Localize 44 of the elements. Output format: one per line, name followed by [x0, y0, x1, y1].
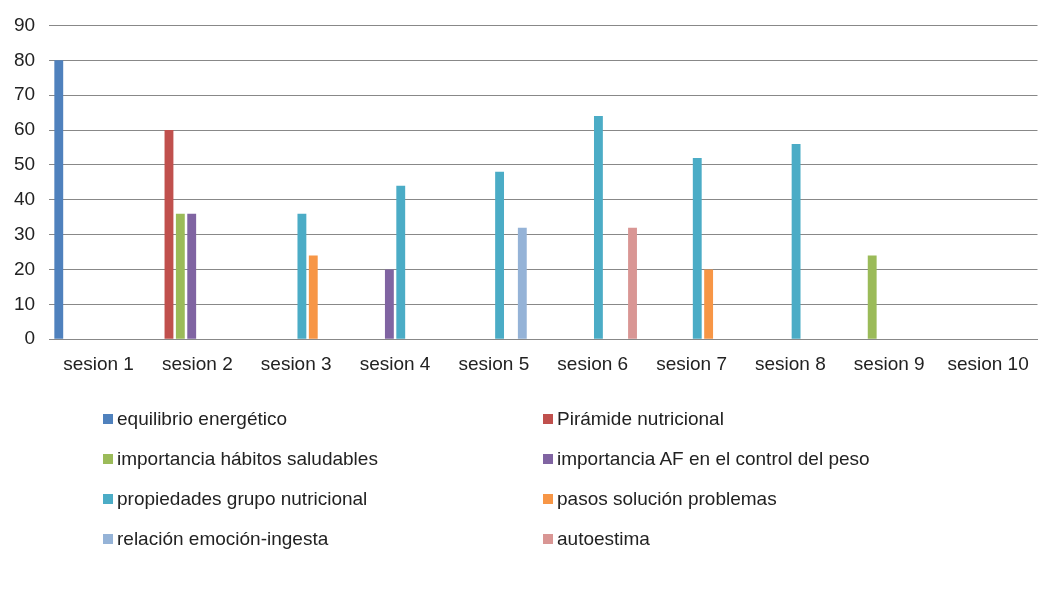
legend-label: importancia AF en el control del peso: [557, 448, 870, 470]
x-tick-label: sesion 5: [458, 352, 530, 374]
x-tick-label: sesion 3: [260, 352, 332, 374]
bar: [495, 171, 505, 339]
bar: [308, 255, 318, 339]
bar: [297, 213, 307, 339]
bar: [867, 255, 877, 339]
bar: [628, 227, 637, 339]
legend-label: propiedades grupo nutricional: [117, 488, 368, 510]
x-tick-label: sesion 4: [359, 352, 431, 374]
legend-label: relación emoción-ingesta: [117, 528, 329, 550]
y-tick-label: 0: [24, 327, 36, 349]
bar: [704, 269, 714, 339]
y-tick-label: 40: [13, 187, 36, 209]
bar: [384, 269, 394, 339]
x-tick-label: sesion 8: [755, 352, 826, 374]
bar: [692, 157, 702, 339]
y-tick-label: 10: [13, 292, 36, 314]
y-tick-label: 90: [13, 13, 36, 35]
y-tick-label: 20: [13, 257, 36, 279]
bar: [175, 213, 185, 339]
bar: [791, 143, 801, 339]
y-tick-label: 70: [13, 83, 36, 105]
bar: [517, 227, 527, 339]
bar: [593, 116, 603, 339]
bar: [54, 60, 64, 339]
y-tick-label: 60: [13, 118, 36, 140]
x-tick-label: sesion 6: [557, 352, 629, 374]
x-tick-label: sesion 9: [853, 352, 925, 374]
bar: [396, 185, 406, 339]
x-tick-label: sesion 1: [63, 352, 134, 374]
bar: [187, 213, 197, 339]
y-tick-label: 30: [13, 222, 36, 244]
x-tick-label: sesion 7: [656, 352, 727, 374]
bar: [164, 130, 174, 339]
x-tick-label: sesion 10: [947, 352, 1029, 374]
legend-label: autoestima: [557, 528, 650, 550]
legend-label: equilibrio energético: [117, 408, 288, 430]
legend-label: Pirámide nutricional: [557, 408, 724, 430]
y-tick-label: 80: [13, 48, 36, 70]
legend-label: importancia hábitos saludables: [117, 448, 378, 470]
legend-label: pasos solución problemas: [557, 488, 777, 510]
x-tick-label: sesion 2: [162, 352, 233, 374]
y-tick-label: 50: [13, 153, 36, 175]
